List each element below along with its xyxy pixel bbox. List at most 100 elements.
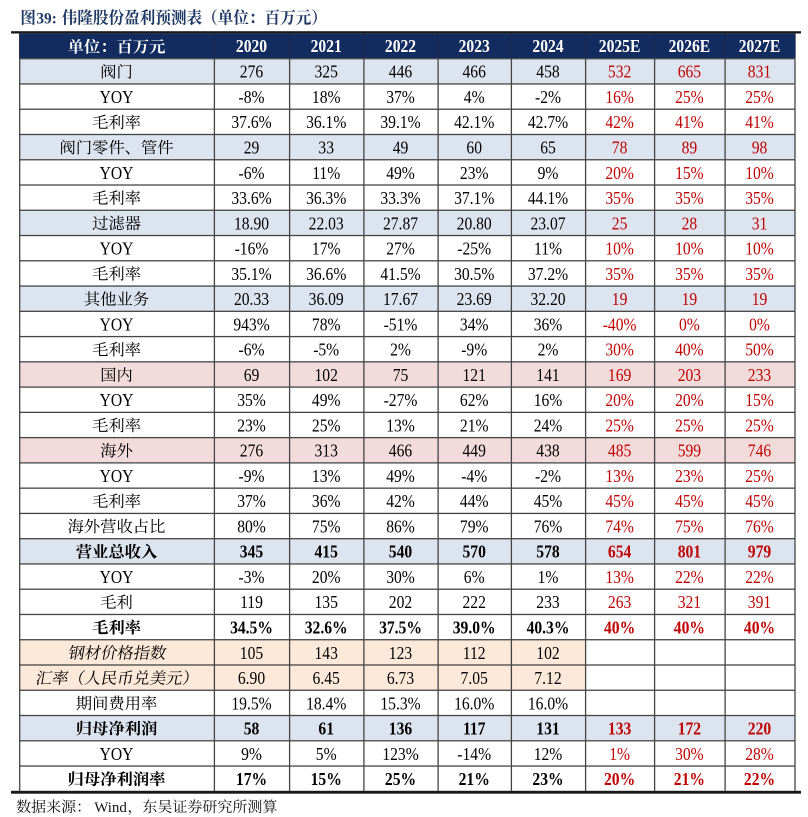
svg-text:28%: 28% bbox=[745, 744, 774, 764]
svg-text:11%: 11% bbox=[534, 238, 562, 258]
svg-text:276: 276 bbox=[240, 62, 263, 82]
svg-text:YOY: YOY bbox=[100, 466, 134, 486]
svg-text:-14%: -14% bbox=[457, 744, 491, 764]
svg-text:37%: 37% bbox=[237, 491, 266, 511]
svg-text:112: 112 bbox=[463, 643, 486, 663]
svg-text:-2%: -2% bbox=[535, 87, 561, 107]
svg-text:33.6%: 33.6% bbox=[231, 188, 271, 208]
svg-text:1%: 1% bbox=[609, 744, 630, 764]
svg-text:60: 60 bbox=[466, 137, 482, 157]
svg-text:831: 831 bbox=[748, 62, 771, 82]
svg-text:7.05: 7.05 bbox=[461, 668, 488, 688]
svg-text:15.3%: 15.3% bbox=[380, 693, 420, 713]
svg-text:143: 143 bbox=[315, 643, 338, 663]
svg-text:16.0%: 16.0% bbox=[528, 693, 568, 713]
svg-text:136: 136 bbox=[389, 718, 412, 738]
svg-text:34.5%: 34.5% bbox=[230, 617, 273, 637]
svg-text:23%: 23% bbox=[675, 466, 704, 486]
svg-text:2021: 2021 bbox=[311, 36, 342, 56]
svg-text:20%: 20% bbox=[605, 390, 634, 410]
svg-text:2026E: 2026E bbox=[669, 36, 711, 56]
svg-text:105: 105 bbox=[240, 643, 263, 663]
svg-text:25: 25 bbox=[612, 213, 628, 233]
svg-text:19: 19 bbox=[612, 289, 628, 309]
svg-text:-4%: -4% bbox=[461, 466, 487, 486]
svg-text:20%: 20% bbox=[312, 567, 341, 587]
svg-text:466: 466 bbox=[463, 62, 486, 82]
svg-text:76%: 76% bbox=[534, 516, 563, 536]
svg-text:-51%: -51% bbox=[384, 314, 418, 334]
svg-text:13%: 13% bbox=[605, 567, 634, 587]
svg-text:263: 263 bbox=[608, 592, 631, 612]
svg-text:0%: 0% bbox=[679, 314, 700, 334]
svg-text:45%: 45% bbox=[605, 491, 634, 511]
svg-text:13%: 13% bbox=[312, 466, 341, 486]
svg-text:599: 599 bbox=[678, 441, 701, 461]
svg-text:15%: 15% bbox=[745, 390, 774, 410]
svg-text:35.1%: 35.1% bbox=[231, 264, 271, 284]
svg-text:19: 19 bbox=[752, 289, 768, 309]
svg-text:-40%: -40% bbox=[603, 314, 637, 334]
svg-text:-27%: -27% bbox=[384, 390, 418, 410]
svg-text:141: 141 bbox=[536, 365, 559, 385]
svg-text:42.7%: 42.7% bbox=[528, 112, 568, 132]
svg-text:39.1%: 39.1% bbox=[380, 112, 420, 132]
svg-text:65: 65 bbox=[540, 137, 556, 157]
svg-text:15%: 15% bbox=[675, 163, 704, 183]
svg-text:35%: 35% bbox=[745, 188, 774, 208]
svg-text:25%: 25% bbox=[605, 415, 634, 435]
svg-text:27%: 27% bbox=[386, 238, 415, 258]
svg-text:YOY: YOY bbox=[100, 163, 134, 183]
svg-text:-6%: -6% bbox=[239, 163, 265, 183]
svg-text:76%: 76% bbox=[745, 516, 774, 536]
svg-text:6.90: 6.90 bbox=[238, 668, 265, 688]
svg-text:979: 979 bbox=[748, 542, 771, 562]
svg-text:40%: 40% bbox=[675, 340, 704, 360]
svg-text:131: 131 bbox=[536, 718, 559, 738]
svg-text:36.3%: 36.3% bbox=[306, 188, 346, 208]
svg-text:41%: 41% bbox=[745, 112, 774, 132]
svg-text:YOY: YOY bbox=[100, 314, 134, 334]
svg-text:25%: 25% bbox=[745, 466, 774, 486]
svg-text:42%: 42% bbox=[605, 112, 634, 132]
svg-text:13%: 13% bbox=[605, 466, 634, 486]
svg-text:654: 654 bbox=[608, 542, 632, 562]
svg-text:119: 119 bbox=[240, 592, 263, 612]
svg-text:-9%: -9% bbox=[461, 340, 487, 360]
svg-text:466: 466 bbox=[389, 441, 412, 461]
svg-text:276: 276 bbox=[240, 441, 263, 461]
svg-text:37.2%: 37.2% bbox=[528, 264, 568, 284]
svg-text:18.4%: 18.4% bbox=[306, 693, 346, 713]
svg-text:16%: 16% bbox=[534, 390, 563, 410]
svg-text:30%: 30% bbox=[605, 340, 634, 360]
svg-text:YOY: YOY bbox=[100, 238, 134, 258]
svg-text:69: 69 bbox=[244, 365, 260, 385]
svg-text:36.6%: 36.6% bbox=[306, 264, 346, 284]
svg-text:80%: 80% bbox=[237, 516, 266, 536]
svg-text:2024: 2024 bbox=[532, 36, 564, 56]
svg-text:36%: 36% bbox=[312, 491, 341, 511]
svg-text:0%: 0% bbox=[749, 314, 770, 334]
svg-text:44%: 44% bbox=[460, 491, 489, 511]
svg-text:23%: 23% bbox=[237, 415, 266, 435]
svg-text:23.69: 23.69 bbox=[457, 289, 492, 309]
svg-text:5%: 5% bbox=[316, 744, 337, 764]
svg-text:233: 233 bbox=[536, 592, 559, 612]
svg-text:801: 801 bbox=[678, 542, 701, 562]
svg-text:35%: 35% bbox=[605, 264, 634, 284]
svg-text:16%: 16% bbox=[605, 87, 634, 107]
svg-text:4%: 4% bbox=[464, 87, 485, 107]
svg-text:61: 61 bbox=[318, 718, 334, 738]
svg-text:37.1%: 37.1% bbox=[454, 188, 494, 208]
svg-text:18%: 18% bbox=[312, 87, 341, 107]
svg-text:27.87: 27.87 bbox=[383, 213, 418, 233]
svg-text:123%: 123% bbox=[382, 744, 418, 764]
svg-text:40.3%: 40.3% bbox=[527, 617, 570, 637]
svg-text:746: 746 bbox=[748, 441, 771, 461]
svg-text:19.5%: 19.5% bbox=[231, 693, 271, 713]
svg-text:62%: 62% bbox=[460, 390, 489, 410]
svg-text:19: 19 bbox=[682, 289, 698, 309]
svg-text:-8%: -8% bbox=[239, 87, 265, 107]
svg-text:9%: 9% bbox=[241, 744, 262, 764]
svg-text:117: 117 bbox=[463, 718, 486, 738]
